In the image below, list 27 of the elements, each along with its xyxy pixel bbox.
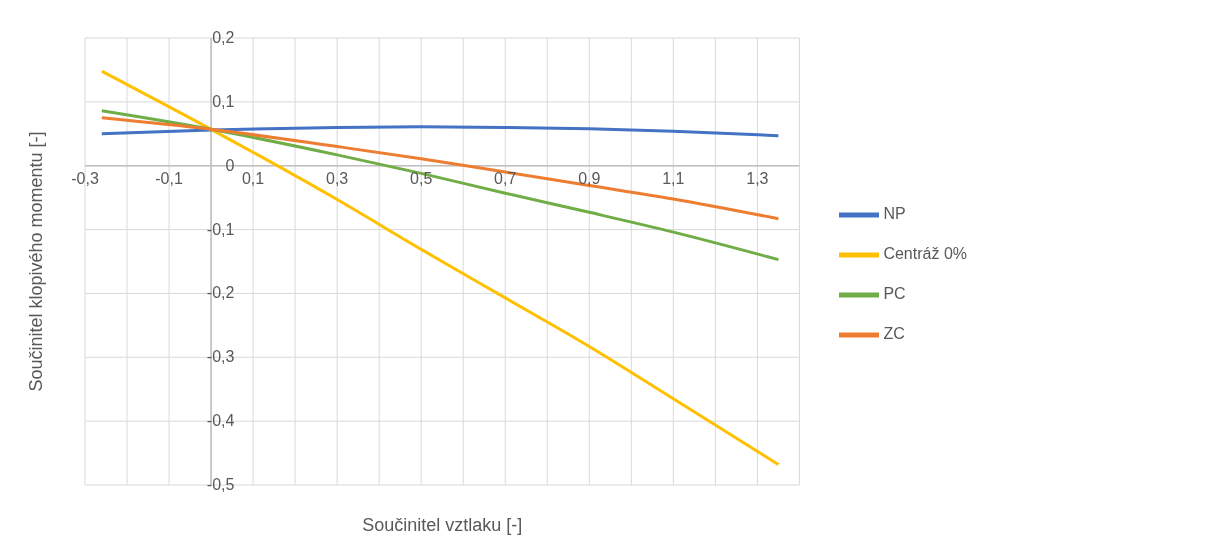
y-tick-label: -0,1 — [206, 220, 235, 238]
y-tick-label: -0,2 — [206, 284, 235, 302]
x-tick-label: 0,5 — [410, 169, 433, 187]
x-tick-label: 0,1 — [241, 169, 265, 187]
x-tick-label: 0,3 — [326, 169, 349, 187]
y-tick-label: -0,5 — [206, 476, 235, 493]
x-tick-label: 0,9 — [578, 169, 601, 187]
y-tick-label: 0 — [225, 156, 235, 174]
legend-label: NP — [883, 205, 906, 223]
x-tick-label: 0,7 — [494, 169, 517, 187]
x-tick-label: -0,1 — [155, 169, 183, 187]
y-tick-label: 0,1 — [212, 92, 235, 110]
x-tick-label: 1,3 — [746, 169, 769, 187]
legend-label: PC — [883, 285, 906, 303]
x-tick-label: 1,1 — [662, 169, 685, 187]
x-tick-label: -0,3 — [71, 169, 99, 187]
line-series — [100, 109, 780, 262]
legend-label: ZC — [883, 325, 905, 343]
line-series — [100, 69, 780, 467]
line-series — [100, 116, 780, 221]
y-tick-label: 0,2 — [212, 29, 235, 46]
y-tick-label: -0,3 — [206, 348, 235, 366]
line-series — [100, 125, 780, 138]
x-axis-title: Součinitel vztlaku [-] — [362, 515, 523, 535]
legend-label: Centráž 0% — [883, 245, 967, 263]
y-tick-label: -0,4 — [206, 412, 235, 430]
y-axis-title: Součinitel klopivého momentu [-] — [26, 131, 47, 392]
